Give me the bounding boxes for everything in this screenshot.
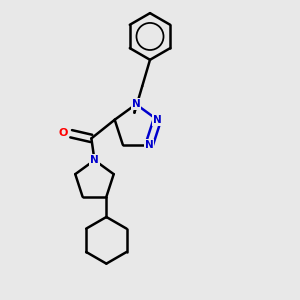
Text: N: N xyxy=(132,99,140,109)
Text: N: N xyxy=(153,115,162,125)
Text: N: N xyxy=(145,140,154,150)
Text: N: N xyxy=(90,155,99,165)
Text: O: O xyxy=(59,128,68,138)
